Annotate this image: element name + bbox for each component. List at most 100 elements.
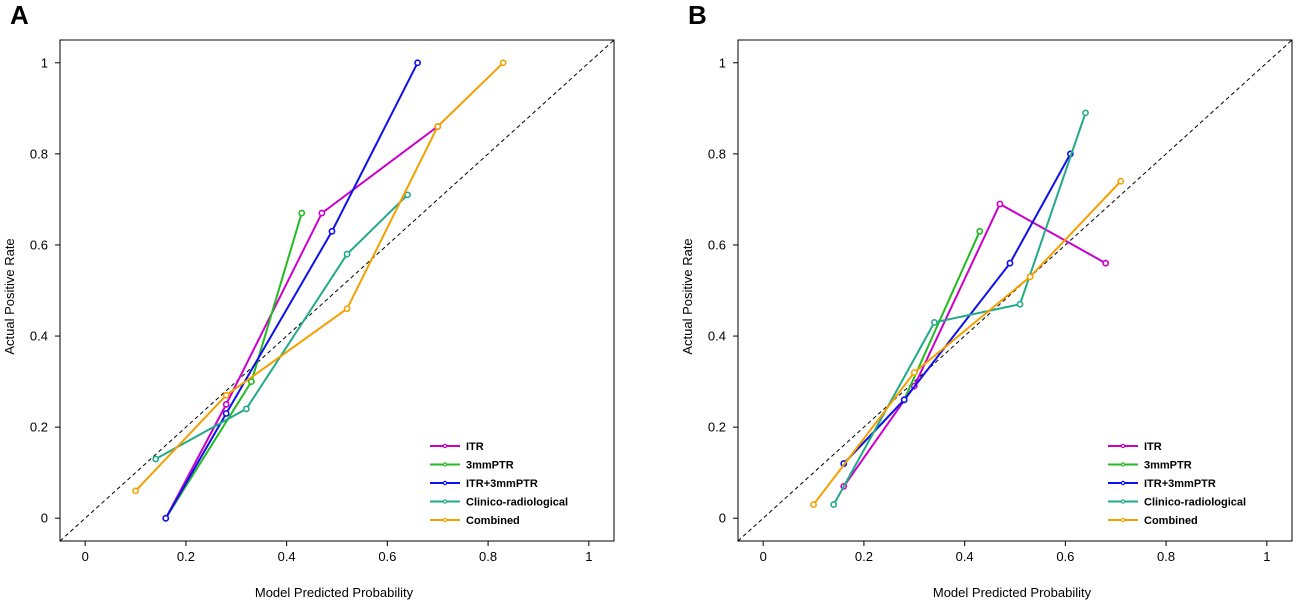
legend-label: ITR+3mmPTR (1144, 478, 1216, 490)
legend-marker (442, 499, 448, 504)
data-point (343, 305, 351, 313)
data-point (247, 378, 255, 385)
x-tick-label: 0.6 (1056, 549, 1074, 564)
data-point (318, 209, 326, 217)
x-tick-label: 0 (760, 549, 767, 564)
y-tick-label: 0.2 (30, 420, 48, 435)
panel-A: A 0 0.2 0.4 0.6 0.8 1 0 0.2 0.4 0.6 0.8 1 Model Predi… (2, 0, 615, 600)
x-axis-label: Model Predicted Probability (933, 585, 1092, 600)
data-point (1016, 300, 1024, 308)
series-line (155, 194, 409, 460)
series-line (842, 202, 1107, 487)
data-point (1026, 273, 1034, 281)
series-line (164, 212, 303, 519)
data-point (298, 209, 306, 217)
y-tick-label: 0.6 (30, 237, 48, 252)
legend-label: Combined (466, 515, 520, 527)
data-point (434, 123, 442, 130)
y-tick-label: 0.6 (708, 237, 726, 252)
plot-frame (737, 39, 1293, 542)
y-tick-label: 1 (719, 55, 726, 70)
series-3mmptr (162, 209, 306, 522)
y-tick-label: 0 (719, 511, 726, 526)
data-point (1117, 177, 1125, 185)
legend-label: Clinico-radiological (1144, 497, 1246, 509)
x-tick-label: 0.8 (479, 549, 497, 564)
data-point (162, 514, 170, 522)
x-tick-label: 1 (1263, 549, 1270, 564)
data-point (830, 501, 838, 508)
y-tick-label: 0 (41, 511, 48, 526)
y-tick-label: 0.8 (30, 146, 48, 161)
legend-marker (442, 443, 448, 449)
series-line (843, 153, 1072, 465)
y-axis-label: Actual Positive Rate (2, 238, 17, 354)
data-point (910, 369, 918, 376)
data-point (976, 227, 984, 235)
y-tick-label: 0.8 (708, 146, 726, 161)
series-combined (810, 177, 1125, 508)
legend-marker (1120, 443, 1126, 449)
legend-marker (1120, 480, 1126, 486)
data-point (242, 405, 250, 413)
legend-marker (442, 480, 448, 486)
x-tick-label: 0.8 (1157, 549, 1175, 564)
data-point (414, 59, 421, 67)
series-line (843, 230, 981, 465)
x-tick-label: 0 (82, 549, 89, 564)
series-itr-3mmptr (840, 150, 1074, 467)
data-point (222, 400, 230, 408)
x-tick-label: 0.6 (378, 549, 396, 564)
legend-label: ITR (466, 441, 484, 453)
data-point (132, 487, 139, 495)
series-itr-3mmptr (162, 59, 421, 522)
y-tick-label: 1 (41, 55, 48, 70)
data-point (222, 391, 230, 399)
legend-marker (1120, 517, 1126, 523)
series-line (164, 62, 419, 519)
reference-diagonal (59, 39, 615, 542)
legend-marker (442, 517, 448, 523)
data-point (996, 200, 1004, 208)
legend-label: 3mmPTR (1144, 460, 1192, 472)
legend-marker (1120, 499, 1126, 504)
y-tick-label: 0.2 (708, 420, 726, 435)
legend-marker (1120, 462, 1126, 467)
legend-label: ITR+3mmPTR (466, 478, 538, 490)
data-point (328, 227, 336, 235)
data-point (1082, 109, 1089, 117)
data-point (1006, 259, 1014, 267)
series-clinico-radiological (152, 191, 411, 463)
data-point (222, 410, 230, 417)
data-point (499, 59, 507, 67)
data-point (152, 455, 160, 463)
legend-label: ITR (1144, 441, 1162, 453)
legend: ITR 3mmPTR ITR+3mmPTR Clinico-radiological C… (430, 441, 568, 527)
series-clinico-radiological (830, 109, 1089, 508)
data-point (1102, 259, 1110, 267)
panel-B: B 0 0.2 0.4 0.6 0.8 1 0 0.2 0.4 0.6 0.8 1 Model Predi… (680, 0, 1293, 600)
series-combined (132, 59, 507, 495)
panel-letter: A (10, 0, 29, 30)
plot-frame (59, 39, 615, 542)
data-point (404, 191, 411, 199)
x-tick-label: 1 (585, 549, 592, 564)
legend: ITR 3mmPTR ITR+3mmPTR Clinico-radiological C… (1108, 441, 1246, 527)
legend-label: Clinico-radiological (466, 497, 568, 509)
x-tick-label: 0.4 (956, 549, 974, 564)
legend-label: Combined (1144, 515, 1198, 527)
x-axis-label: Model Predicted Probability (255, 585, 414, 600)
y-tick-label: 0.4 (30, 329, 48, 344)
y-axis-label: Actual Positive Rate (680, 238, 695, 354)
data-point (810, 501, 817, 508)
legend-marker (442, 462, 448, 467)
series-line (812, 180, 1122, 506)
data-point (900, 396, 908, 404)
x-tick-label: 0.2 (177, 549, 195, 564)
legend-label: 3mmPTR (466, 460, 514, 472)
data-point (343, 250, 351, 258)
x-tick-label: 0.2 (855, 549, 873, 564)
x-tick-label: 0.4 (278, 549, 296, 564)
panel-letter: B (688, 0, 707, 30)
